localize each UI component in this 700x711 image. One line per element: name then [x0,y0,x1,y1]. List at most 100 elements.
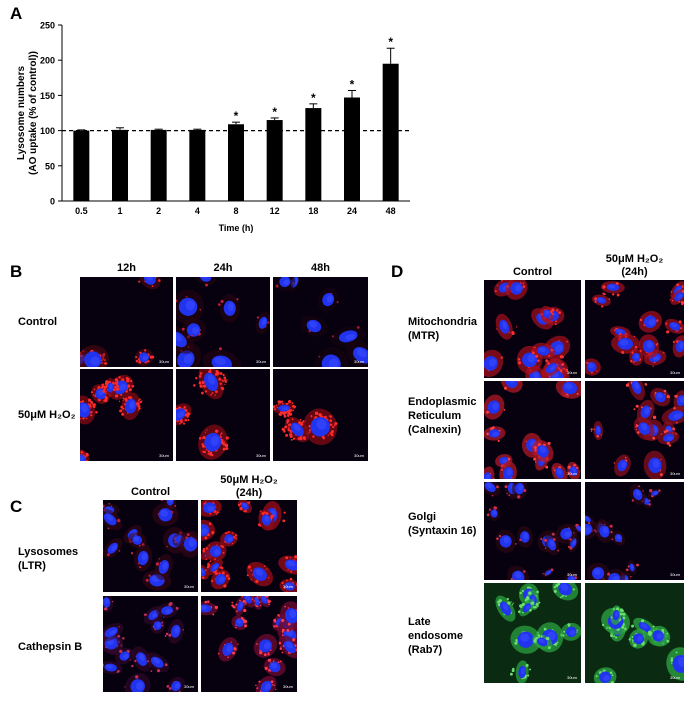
puncta [287,399,292,404]
puncta [275,284,279,288]
puncta [285,556,289,560]
nucleus-highlight [635,490,641,497]
puncta [278,615,281,617]
nucleus-highlight [177,411,185,418]
puncta [318,413,322,417]
puncta [211,579,214,583]
puncta [671,662,673,665]
nucleus-highlight [153,657,161,664]
puncta [137,404,141,408]
puncta [246,574,249,577]
puncta [639,318,643,322]
puncta [611,674,614,677]
nucleus-highlight [502,603,509,611]
puncta [221,571,225,575]
puncta [237,503,241,507]
puncta [186,415,189,418]
puncta [104,398,108,403]
puncta [211,530,215,535]
puncta [292,404,295,408]
puncta [169,602,173,606]
y-tick-label: 0 [50,197,55,207]
puncta [290,438,293,441]
puncta [295,582,297,586]
puncta [114,378,119,382]
puncta [538,601,541,604]
nucleus-highlight [560,584,569,591]
puncta [261,512,264,515]
puncta [102,385,106,388]
puncta [239,506,243,511]
puncta [168,633,172,637]
puncta [89,403,92,406]
puncta [501,280,503,282]
puncta [631,624,634,628]
puncta [633,408,636,411]
micrograph: 30um [484,381,581,479]
puncta [519,591,522,595]
puncta [593,428,595,431]
puncta [103,399,106,402]
nucleus-highlight [525,604,531,610]
puncta [214,571,218,576]
micrograph: 30um [176,277,270,367]
scale-bar-label: 30um [669,471,680,476]
panel-d-letter: D [391,262,404,281]
puncta [329,419,333,423]
puncta [119,649,123,653]
puncta [117,634,121,638]
puncta [521,602,525,607]
puncta [126,379,130,383]
nucleus-highlight [356,348,367,358]
puncta [91,402,94,405]
micrograph: 30um [484,583,581,683]
puncta [283,511,286,514]
puncta [275,688,277,691]
puncta [214,394,216,396]
puncta [300,422,303,424]
puncta [666,632,669,635]
nucleus-highlight [191,326,200,334]
puncta [666,330,670,334]
puncta [506,597,509,601]
puncta [208,544,210,546]
puncta [270,519,273,521]
puncta [636,431,640,434]
puncta [652,436,655,439]
nucleus-highlight [106,514,114,521]
puncta [215,390,218,393]
bar [73,130,90,201]
y-axis-label: Lysosome numbers [16,66,27,161]
puncta [216,371,220,375]
puncta [590,371,593,374]
puncta [610,681,615,683]
puncta [237,643,239,645]
puncta [678,300,680,303]
puncta [516,326,518,328]
scale-bar-label: 30um [158,359,169,364]
nucleus-highlight [162,562,168,570]
scale-bar-label: 30um [255,359,266,364]
puncta [90,410,93,414]
nucleus-highlight [309,321,317,328]
nucleus-highlight [293,423,301,432]
nucleus-highlight [226,645,233,653]
puncta [92,394,95,396]
puncta [101,359,103,362]
row-label: Golgi (Syntaxin 16) [408,511,477,537]
nucleus-highlight [345,333,356,341]
nucleus-highlight [109,383,113,390]
puncta [519,604,523,608]
nucleus-highlight [262,596,266,601]
puncta [292,409,294,412]
bar [228,124,244,201]
row-label: Endoplasmic Reticulum (Calnexin) [408,396,477,436]
puncta [510,601,512,603]
nucleus-highlight [634,381,640,390]
puncta [356,326,360,329]
puncta [227,656,230,659]
puncta [242,599,246,603]
puncta [82,350,84,352]
nucleus-highlight [616,329,623,333]
puncta [166,545,168,548]
